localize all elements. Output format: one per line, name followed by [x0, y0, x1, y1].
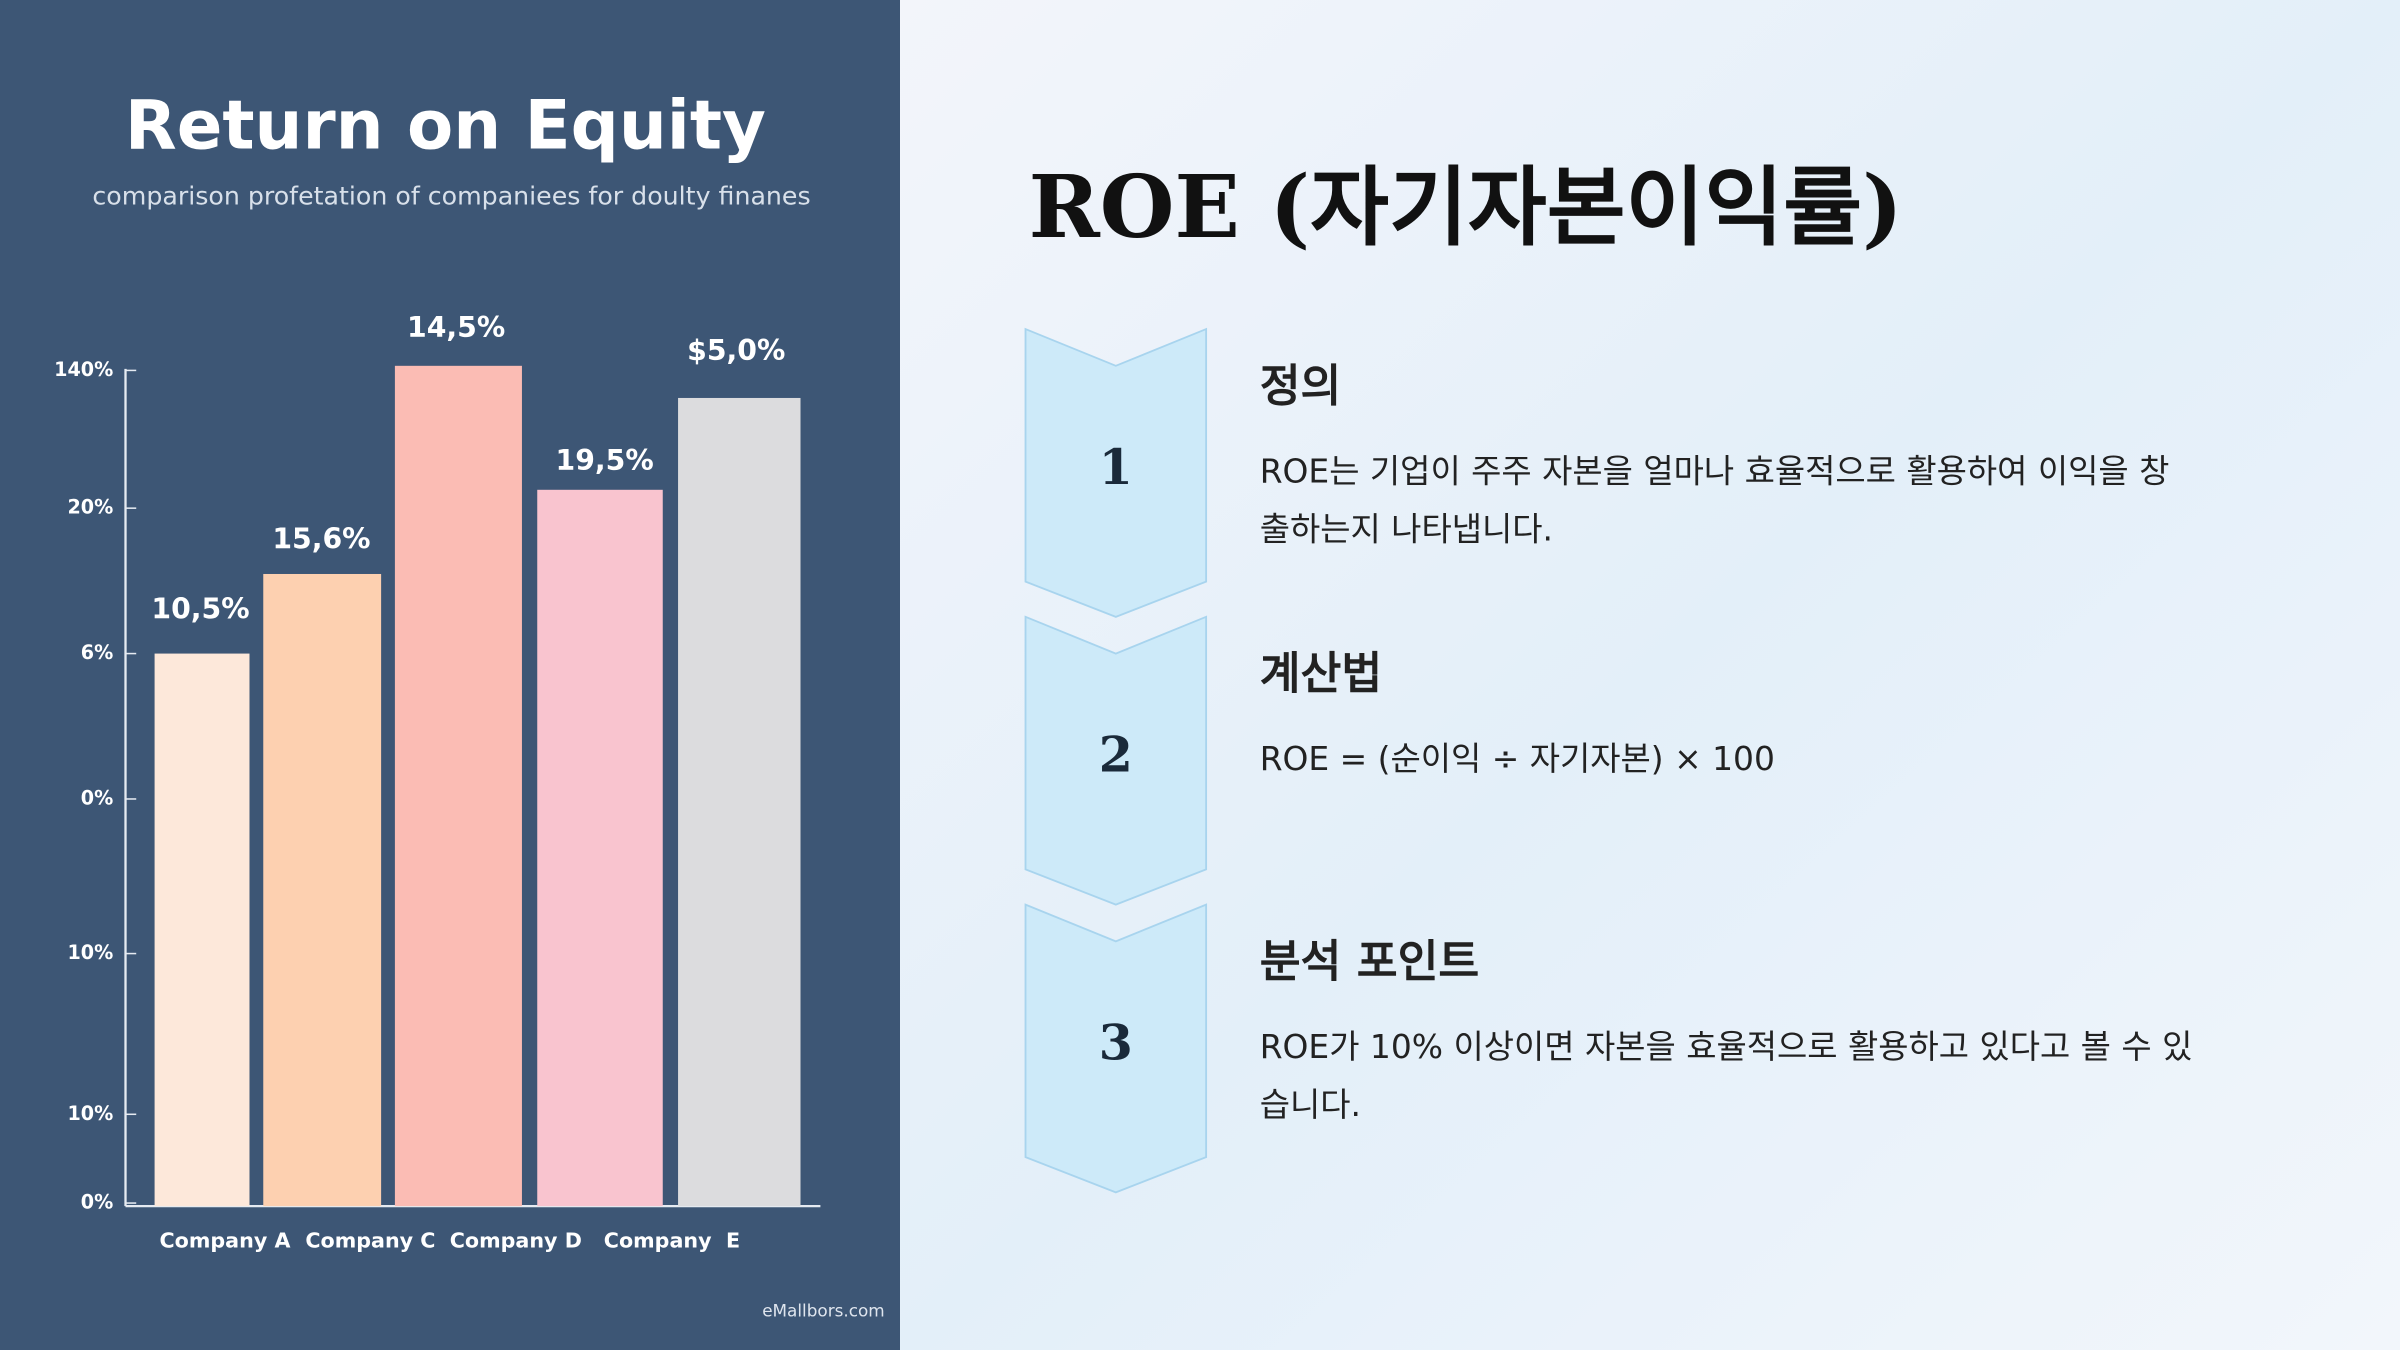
step-text: 습니다.: [1260, 1085, 1361, 1124]
step-chevron: [1024, 327, 1208, 618]
step-text: ROE는 기업이 주주 자본을 얼마나 효율적으로 활용하여 이익을 창: [1260, 451, 2170, 490]
step-text: 출하는지 나타냅니다.: [1260, 510, 1553, 549]
y-axis-label: 0%: [81, 786, 113, 809]
chart-title: Return on Equity: [125, 86, 766, 165]
category-label: Company A: [160, 1228, 291, 1252]
step-chevron: [1024, 615, 1208, 906]
bar: [537, 489, 663, 1207]
y-axis-label: 20%: [67, 496, 113, 519]
step-title: 계산법: [1260, 649, 1382, 700]
step-title: 정의: [1260, 361, 1342, 412]
bar: [394, 365, 522, 1207]
category-label: Company E: [604, 1228, 740, 1252]
heading: ROE (자기자본이익률): [1029, 158, 1903, 258]
content: ROE (자기자본이익률) 1 정의 ROE는 기업이 주주 자본을 얼마나 효율적…: [1024, 158, 2193, 1194]
bar: [263, 573, 382, 1207]
step-number: 3: [1099, 1013, 1133, 1071]
category-label: Company C: [305, 1228, 435, 1252]
bar: [678, 397, 801, 1207]
step-number: 2: [1099, 726, 1133, 784]
credit: eMallbors.com: [762, 1301, 884, 1321]
y-axis-label: 140%: [54, 358, 113, 381]
step-chevron: [1024, 903, 1208, 1194]
bar-label: 15,6%: [272, 522, 370, 555]
y-axis-label: 6%: [81, 641, 113, 664]
step-number: 1: [1099, 438, 1133, 496]
chart-subtitle: comparison profetation of companiees for…: [92, 181, 810, 210]
y-axis-label: 0%: [81, 1191, 113, 1214]
bar-label: 19,5%: [556, 444, 654, 477]
bar-label: 10,5%: [151, 593, 249, 626]
bar-label: 14,5%: [407, 311, 505, 344]
step-text: ROE = (순이익 ÷ 자기자본) × 100: [1260, 739, 1775, 778]
step-title: 분석 포인트: [1260, 936, 1480, 987]
y-axis-label: 10%: [67, 941, 113, 964]
bar: [154, 653, 250, 1207]
step-text: ROE가 10% 이상이면 자본을 효율적으로 활용하고 있다고 볼 수 있: [1260, 1027, 2193, 1066]
chart-image: Return on Equity comparison profetation …: [54, 86, 885, 1321]
category-label: Company D: [450, 1228, 582, 1252]
bar-label: $5,0%: [687, 334, 785, 367]
y-axis-label: 10%: [67, 1102, 113, 1125]
